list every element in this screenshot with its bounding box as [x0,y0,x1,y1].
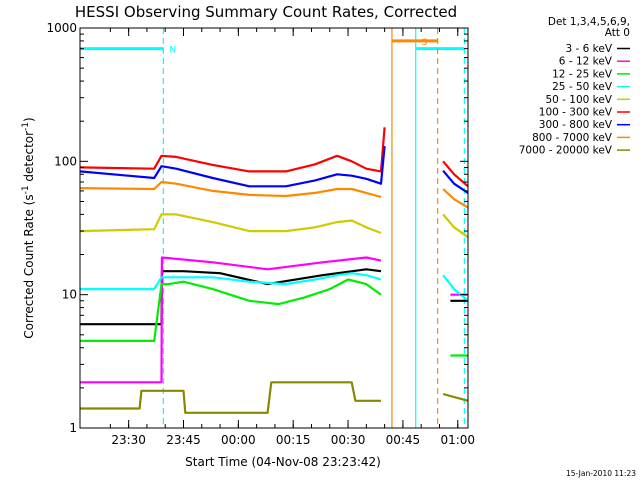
x-tick-label-2: 00:00 [221,433,256,447]
series-line-7 [79,180,469,209]
legend-label-1: 6 - 12 keV [559,56,613,68]
series-line-5 [79,127,469,188]
y-axis-label: Corrected Count Rate (s-1 detector-1) [21,117,36,338]
plot-frame [79,27,469,429]
y-tick-label-2: 100 [54,154,77,168]
x-tick-label-3: 00:15 [276,433,311,447]
series-line-2 [80,278,468,357]
legend-label-4: 50 - 100 keV [545,94,612,106]
y-tick-label-0: 1 [69,421,77,435]
x-tick-label-5: 00:45 [386,433,421,447]
series-line-0 [80,268,468,326]
legend-label-2: 12 - 25 keV [552,68,613,80]
x-tick-label-0: 23:30 [111,433,146,447]
x-axis: 23:30 23:45 00:00 00:15 00:30 00:45 01:00 [109,28,475,447]
legend-label-0: 3 - 6 keV [565,43,612,55]
overlay-label-N: N [169,46,176,56]
series-line-4 [79,213,469,239]
x-axis-label: Start Time (04-Nov-08 23:23:42) [185,455,381,469]
x-tick-label-1: 23:45 [166,433,201,447]
y-tick-label-3: 1000 [46,21,77,35]
y-axis-label-sup2: -1 [21,122,31,131]
legend-label-6: 300 - 800 keV [539,119,613,131]
plot-area: NS [79,28,469,428]
series-line-8 [80,381,469,414]
legend-label-8: 7000 - 20000 keV [519,145,613,157]
legend-label-3: 25 - 50 keV [552,81,613,93]
y-axis-label-close: ) [22,117,36,122]
timestamp: 15-Jan-2010 11:23 [566,469,636,478]
legend-label-7: 800 - 7000 keV [532,132,613,144]
y-tick-label-1: 10 [62,288,77,302]
y-axis-label-tail: detector [22,131,36,186]
x-tick-label-6: 01:00 [440,433,475,447]
series-line-1 [80,256,468,384]
y-axis: 1 10 100 1000 [46,21,468,435]
legend-header-detectors: Det 1,3,4,5,6,9, [548,16,630,28]
x-tick-label-4: 00:30 [331,433,366,447]
overlay-label-S: S [422,38,428,48]
legend-header-attenuator: Att 0 [605,27,630,39]
legend-label-5: 100 - 300 keV [539,107,613,119]
series-line-3 [80,272,469,302]
series-line-6 [79,145,469,194]
y-axis-label-main: Corrected Count Rate (s [22,194,36,338]
chart-title: HESSI Observing Summary Count Rates, Cor… [75,3,457,21]
y-axis-label-sup1: -1 [21,185,31,194]
